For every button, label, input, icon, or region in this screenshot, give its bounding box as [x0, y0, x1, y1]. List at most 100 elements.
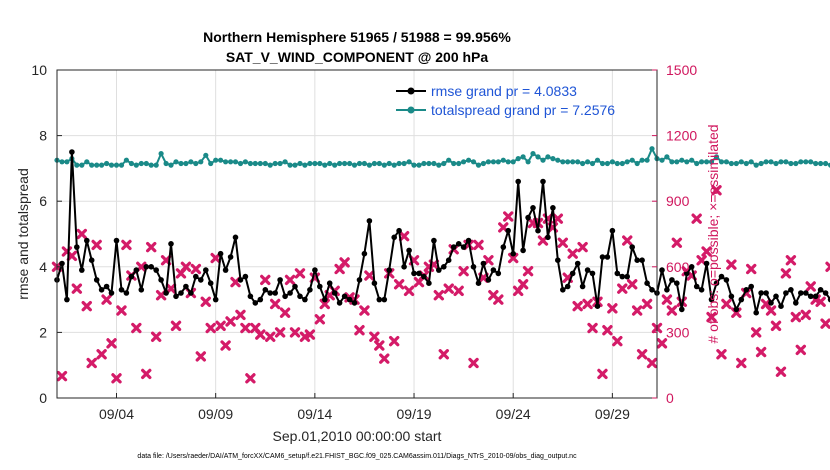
- rmse-point: [827, 296, 830, 303]
- obs-assimilated-point: [627, 279, 638, 290]
- obs-assimilated-point: [106, 338, 117, 349]
- totalspread-point: [520, 154, 526, 160]
- rmse-point: [133, 267, 140, 273]
- obs-assimilated-point: [359, 305, 370, 316]
- totalspread-point: [594, 157, 601, 163]
- obs-assimilated-point: [755, 346, 767, 358]
- obs-assimilated-point: [56, 370, 68, 382]
- obs-assimilated-point: [746, 263, 757, 275]
- obs-assimilated-point: [265, 331, 276, 342]
- rmse-point: [560, 287, 566, 293]
- totalspread-point: [113, 162, 120, 168]
- rmse-point: [376, 296, 383, 303]
- obs-assimilated-point: [597, 368, 608, 380]
- rmse-point: [148, 264, 154, 270]
- obs-assimilated-point: [116, 305, 127, 316]
- rmse-point: [679, 306, 685, 313]
- totalspread-point: [768, 159, 774, 165]
- rmse-point: [703, 260, 710, 267]
- totalspread-point: [208, 160, 214, 167]
- totalspread-point: [247, 160, 253, 167]
- obs-assimilated-point: [210, 252, 221, 264]
- rmse-point: [525, 214, 531, 221]
- left-tick-label: 2: [39, 324, 47, 340]
- totalspread-point: [669, 159, 675, 165]
- left-tick-label: 0: [39, 390, 47, 406]
- rmse-point: [465, 237, 472, 244]
- rmse-point: [674, 280, 680, 287]
- rmse-point: [292, 283, 298, 290]
- obs-assimilated-point: [612, 335, 623, 347]
- obs-assimilated-point: [304, 329, 316, 340]
- series-layer: [51, 146, 830, 384]
- rmse-point: [743, 287, 750, 293]
- right-tick-label: 600: [666, 259, 690, 275]
- rmse-point: [361, 250, 368, 257]
- totalspread-point: [143, 160, 149, 167]
- obs-assimilated-point: [587, 322, 598, 334]
- obs-assimilated-point: [438, 349, 449, 360]
- totalspread-point: [793, 160, 799, 167]
- obs-assimilated-point: [706, 311, 717, 323]
- rmse-point: [798, 290, 804, 296]
- rmse-point: [778, 303, 784, 310]
- totalspread-point: [808, 159, 814, 165]
- rmse-point: [455, 241, 462, 247]
- totalspread-point: [118, 162, 125, 168]
- rmse-point: [505, 227, 512, 234]
- rmse-point: [123, 290, 130, 296]
- obs-assimilated-point: [517, 279, 529, 290]
- rmse-point: [480, 260, 487, 267]
- obs-assimilated-point: [815, 296, 826, 307]
- totalspread-point: [223, 159, 229, 165]
- rmse-point: [535, 227, 541, 234]
- rmse-point: [158, 277, 164, 283]
- totalspread-point: [277, 160, 283, 167]
- obs-assimilated-point: [131, 322, 142, 334]
- obs-assimilated-point: [750, 327, 762, 338]
- totalspread-point: [456, 160, 462, 167]
- rmse-point: [421, 273, 427, 280]
- rmse-point: [733, 306, 740, 313]
- rmse-point: [763, 290, 769, 296]
- rmse-point: [688, 264, 695, 270]
- left-axis: 0 2 4 6 8 10: [31, 62, 62, 406]
- totalspread-point: [287, 162, 293, 168]
- totalspread-point: [193, 160, 199, 167]
- totalspread-point: [823, 160, 829, 167]
- rmse-point: [624, 273, 630, 280]
- totalspread-point: [89, 162, 95, 168]
- rmse-point: [545, 234, 551, 241]
- rmse-point: [203, 267, 209, 273]
- totalspread-point: [232, 159, 239, 165]
- totalspread-point: [173, 159, 179, 165]
- obs-assimilated-point: [170, 320, 182, 332]
- obs-assimilated-point: [150, 331, 162, 342]
- totalspread-point: [748, 159, 754, 165]
- totalspread-point: [495, 159, 501, 165]
- x-tick-label: 09/24: [496, 406, 531, 422]
- obs-assimilated-point: [76, 228, 87, 240]
- obs-assimilated-point: [274, 327, 286, 338]
- totalspread-point: [684, 159, 690, 165]
- totalspread-point: [778, 159, 784, 165]
- rmse-point: [619, 273, 626, 280]
- obs-assimilated-point: [260, 274, 271, 286]
- obs-assimilated-point: [294, 268, 306, 279]
- rmse-point: [153, 267, 159, 273]
- totalspread-point: [104, 160, 110, 167]
- rmse-point: [381, 296, 388, 303]
- totalspread-point: [540, 157, 546, 163]
- x-tick-label: 09/19: [397, 406, 432, 422]
- rmse-point: [589, 270, 596, 277]
- obs-assimilated-point: [721, 298, 732, 310]
- obs-assimilated-point: [220, 340, 231, 351]
- totalspread-point: [327, 160, 333, 167]
- totalspread-point: [813, 160, 819, 167]
- totalspread-point: [79, 162, 85, 168]
- obs-assimilated-point: [666, 305, 678, 316]
- totalspread-point: [302, 162, 308, 168]
- rmse-point: [242, 273, 249, 280]
- obs-assimilated-point: [661, 294, 673, 305]
- totalspread-point: [396, 160, 402, 167]
